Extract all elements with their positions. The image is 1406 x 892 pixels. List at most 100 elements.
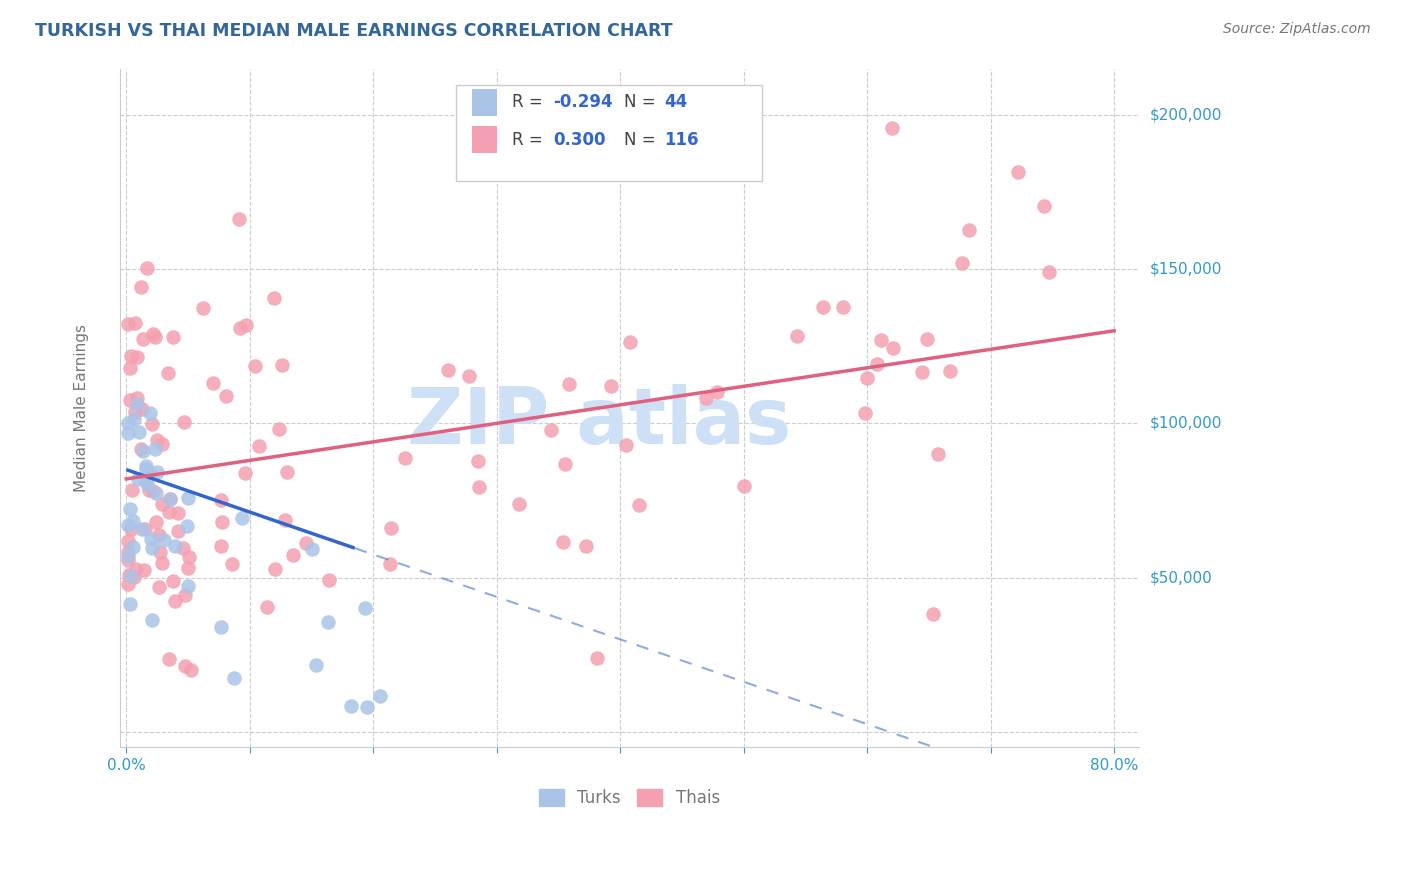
Point: [706, 384, 728, 399]
Point: [553, 535, 575, 549]
Point: [145, 485, 167, 500]
Point: [117, 545, 139, 559]
Point: [276, 465, 298, 479]
Point: [150, 437, 173, 451]
Point: [950, 256, 973, 270]
Point: [156, 366, 179, 380]
Point: [125, 392, 148, 406]
Point: [256, 600, 278, 615]
Point: [274, 513, 297, 527]
Text: ZIP atlas: ZIP atlas: [406, 384, 792, 459]
Point: [120, 597, 142, 611]
Point: [118, 360, 141, 375]
Point: [211, 516, 233, 530]
Point: [228, 211, 250, 226]
Text: Source: ZipAtlas.com: Source: ZipAtlas.com: [1223, 22, 1371, 37]
Text: $100,000: $100,000: [1150, 416, 1222, 431]
Point: [146, 465, 169, 479]
Point: [117, 533, 139, 548]
Point: [122, 412, 145, 426]
Point: [162, 574, 184, 588]
Point: [540, 423, 562, 437]
Point: [316, 615, 339, 630]
Point: [301, 541, 323, 556]
Point: [585, 651, 607, 665]
Point: [229, 321, 252, 335]
Point: [139, 532, 162, 546]
Point: [211, 493, 233, 508]
Point: [143, 329, 166, 343]
Point: [166, 524, 188, 538]
Point: [340, 698, 363, 713]
Point: [145, 515, 167, 529]
Point: [141, 613, 163, 627]
Point: [117, 416, 139, 430]
Text: Median Male Earnings: Median Male Earnings: [75, 324, 89, 491]
Point: [209, 539, 232, 553]
Point: [127, 472, 149, 486]
Point: [231, 511, 253, 525]
Point: [318, 573, 340, 587]
Point: [165, 539, 187, 553]
Point: [628, 498, 651, 512]
Point: [135, 458, 157, 473]
FancyBboxPatch shape: [471, 89, 498, 116]
Point: [368, 689, 391, 703]
Point: [153, 533, 176, 547]
Point: [129, 280, 152, 294]
Point: [177, 491, 200, 505]
Point: [142, 327, 165, 342]
Text: $150,000: $150,000: [1150, 261, 1222, 277]
Point: [245, 359, 267, 373]
Point: [354, 601, 377, 615]
Text: R =: R =: [512, 131, 554, 149]
Point: [118, 393, 141, 408]
Text: TURKISH VS THAI MEDIAN MALE EARNINGS CORRELATION CHART: TURKISH VS THAI MEDIAN MALE EARNINGS COR…: [35, 22, 673, 40]
Point: [148, 527, 170, 541]
Point: [380, 557, 402, 571]
Text: N =: N =: [624, 131, 661, 149]
Point: [263, 291, 285, 305]
Point: [508, 497, 530, 511]
Point: [394, 451, 416, 466]
Point: [120, 349, 142, 363]
Point: [176, 561, 198, 575]
Point: [143, 442, 166, 457]
Point: [269, 422, 291, 436]
Point: [128, 425, 150, 439]
Text: 44: 44: [664, 94, 688, 112]
Point: [131, 522, 153, 536]
Point: [173, 588, 195, 602]
Point: [117, 553, 139, 567]
Point: [138, 467, 160, 481]
Point: [148, 545, 170, 559]
Point: [733, 478, 755, 492]
Point: [247, 439, 270, 453]
Point: [882, 120, 904, 135]
Text: 0.300: 0.300: [553, 131, 606, 149]
Point: [957, 223, 980, 237]
Point: [157, 505, 180, 519]
Point: [221, 558, 243, 572]
Point: [167, 506, 190, 520]
Point: [832, 300, 855, 314]
Point: [117, 518, 139, 533]
Point: [467, 453, 489, 467]
Point: [305, 657, 328, 672]
Point: [139, 405, 162, 419]
Point: [457, 368, 479, 383]
Point: [163, 594, 186, 608]
Point: [124, 316, 146, 330]
Point: [281, 549, 304, 563]
Point: [927, 447, 949, 461]
Point: [132, 444, 155, 458]
Point: [853, 406, 876, 420]
Point: [599, 379, 621, 393]
Point: [159, 491, 181, 506]
Point: [295, 536, 318, 550]
Text: R =: R =: [512, 94, 548, 112]
Point: [209, 620, 232, 634]
Point: [131, 442, 153, 456]
Point: [117, 317, 139, 331]
Point: [150, 556, 173, 570]
